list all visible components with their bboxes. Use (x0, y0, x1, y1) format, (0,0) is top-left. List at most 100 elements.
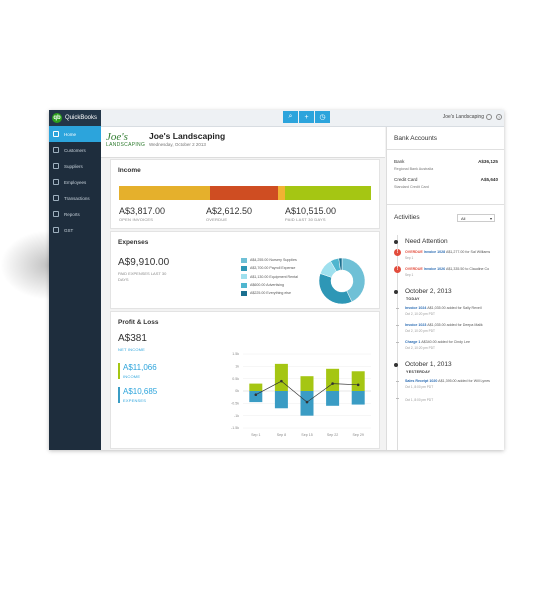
donut-slice[interactable] (318, 273, 353, 305)
donut-slice[interactable] (338, 257, 343, 271)
y-tick-label: -0.5k (231, 402, 239, 406)
expenses-card: Expenses A$9,910.00 PAID EXPENSES LAST 3… (110, 231, 380, 309)
income-bar-segment[interactable] (209, 186, 278, 200)
profit-loss-card: Profit & Loss A$381 NET INCOME A$11,066 … (110, 311, 380, 449)
activity-section-subheading: YESTERDAY (406, 370, 431, 374)
open-invoices-value[interactable]: A$3,817.00 (119, 206, 166, 216)
income-bar-segment[interactable] (277, 186, 286, 200)
legend-label: A$600.00 Advertising (250, 283, 284, 288)
income-bar[interactable] (249, 383, 263, 391)
net-income-point[interactable] (254, 393, 258, 396)
income-bar[interactable] (119, 186, 371, 200)
income-bar-segment[interactable] (285, 186, 371, 200)
paid-label: PAID LAST 30 DAYS (285, 217, 326, 222)
sidebar-item-customers[interactable]: Customers (49, 142, 101, 158)
y-tick-label: 0.5k (232, 377, 239, 381)
sidebar-item-label: Suppliers (64, 163, 83, 169)
company-switcher[interactable]: Joe's Landscaping (442, 114, 484, 120)
activity-item[interactable]: OVERDUE Invoice 1026 A$1,335.50 to Claud… (405, 267, 501, 277)
activity-item[interactable]: Charge 1 A$340.00 added for Cindy Lee Oct… (405, 340, 501, 350)
income-bar[interactable] (300, 376, 314, 391)
dashboard-main: Joe's LANDSCAPING Joe's Landscaping Wedn… (101, 127, 385, 450)
transaction-link[interactable]: Charge 1 (405, 340, 421, 344)
pl-expenses[interactable]: A$10,685 EXPENSES (118, 387, 157, 403)
x-tick-label: Sep 15 (301, 433, 312, 437)
income-bar[interactable] (274, 363, 288, 391)
overdue-value[interactable]: A$2,612.50 (206, 206, 253, 216)
sidebar-item-transactions[interactable]: Transactions (49, 190, 101, 206)
y-tick-label: -1k (234, 414, 239, 418)
plus-icon[interactable]: + (299, 111, 314, 123)
chevron-down-icon: ▾ (489, 216, 492, 221)
activity-item[interactable]: OVERDUE Invoice 1028 A$1,277.00 for Sal … (405, 250, 501, 260)
activity-item[interactable]: Invoice 1023 A$1,035.00 added for Deepa … (405, 323, 501, 333)
sidebar-item-employees[interactable]: Employees (49, 174, 101, 190)
activity-text: A$1,277.00 for Sal Williams (445, 250, 491, 254)
pl-expenses-value: A$10,685 (123, 387, 158, 396)
home-icon (53, 131, 59, 137)
legend-item[interactable]: A$1,130.00 Equipment Rental (241, 273, 298, 281)
overdue-status: OVERDUE (405, 267, 423, 271)
net-income-point[interactable] (331, 382, 334, 385)
help-icon[interactable]: ? (496, 114, 502, 120)
brand-logo[interactable]: qb QuickBooks (49, 110, 101, 126)
pl-income[interactable]: A$11,066 INCOME (118, 363, 157, 379)
expenses-bar[interactable] (249, 391, 263, 403)
legend-item[interactable]: A$225.00 Everything else (241, 289, 298, 297)
expenses-bar[interactable] (351, 391, 365, 405)
transaction-link[interactable]: Sales Receipt 1020 (405, 379, 438, 383)
expenses-bar[interactable] (326, 391, 340, 406)
legend-item[interactable]: A$3,700.00 Payroll Expense (241, 264, 298, 272)
net-income-point[interactable] (356, 383, 360, 387)
timeline-tick (396, 308, 399, 309)
expenses-amount[interactable]: A$9,910.00 (118, 257, 170, 268)
expenses-label: PAID EXPENSES LAST 30 DAYS (118, 271, 167, 282)
timeline-tick (396, 398, 399, 399)
sidebar-item-gst[interactable]: GST (49, 222, 101, 238)
activity-item[interactable]: Oct 1, 8:00 pm PDT (405, 396, 501, 402)
activity-item[interactable]: Invoice 1024 A$1,035.00 added for Sally … (405, 306, 501, 316)
activities-filter-select[interactable]: All ▾ (457, 214, 495, 222)
divider (387, 204, 504, 205)
paid-value[interactable]: A$10,515.00 (285, 206, 337, 216)
x-tick-label: Sep 22 (327, 433, 338, 437)
legend-item[interactable]: A$600.00 Advertising (241, 281, 298, 289)
credit-card-sub: Standard Credit Card (394, 185, 429, 189)
activity-text: A$1,035.00 added for Deepa Malik (426, 323, 483, 327)
timeline-dot (394, 239, 398, 244)
income-bar[interactable] (351, 371, 365, 391)
donut-slice[interactable] (341, 257, 366, 303)
gst-icon (53, 227, 59, 233)
top-bar: ⌕ + ◷ Joe's Landscaping ? (101, 110, 504, 127)
legend-item[interactable]: A$4,255.00 Nursery Supplies (241, 256, 298, 264)
timeline-dot (394, 362, 398, 367)
reports-icon (53, 211, 59, 217)
sidebar-item-reports[interactable]: Reports (49, 206, 101, 222)
income-bar-segment[interactable] (119, 186, 210, 200)
sidebar-item-label: Home (64, 131, 77, 137)
transaction-link[interactable]: Invoice 1028 (423, 250, 446, 254)
profit-loss-chart[interactable]: 1.5k 1k 0.5k 0k -0.5k -1k -1.5k Sep 1 Sep 8 Sep 1… (223, 350, 373, 442)
expenses-bar[interactable] (274, 391, 288, 409)
transaction-link[interactable]: Invoice 1024 (405, 306, 427, 310)
brand-name: QuickBooks (65, 115, 98, 121)
expenses-donut-chart[interactable] (318, 257, 366, 305)
recent-icon[interactable]: ◷ (315, 111, 330, 123)
net-income-point[interactable] (305, 400, 309, 404)
transaction-link[interactable]: Invoice 1023 (405, 323, 427, 327)
legend-label: A$3,700.00 Payroll Expense (250, 266, 296, 271)
income-title: Income (118, 167, 141, 174)
gear-icon[interactable] (486, 114, 492, 120)
activity-timestamp: Oct 2, 10:20 pm PDT (405, 328, 435, 333)
net-income-amount[interactable]: A$381 (118, 333, 147, 344)
net-income-point[interactable] (280, 379, 283, 383)
expenses-indicator (118, 387, 120, 403)
sidebar-item-home[interactable]: Home (49, 126, 101, 142)
sidebar-item-suppliers[interactable]: Suppliers (49, 158, 101, 174)
activity-section-heading: October 1, 2013 (394, 361, 452, 368)
search-icon[interactable]: ⌕ (283, 111, 298, 123)
income-bar[interactable] (326, 368, 340, 391)
timeline-tick (396, 381, 399, 382)
activity-item[interactable]: Sales Receipt 1020 A$1,395.00 added for … (405, 379, 501, 389)
transaction-link[interactable]: Invoice 1026 (423, 267, 446, 271)
